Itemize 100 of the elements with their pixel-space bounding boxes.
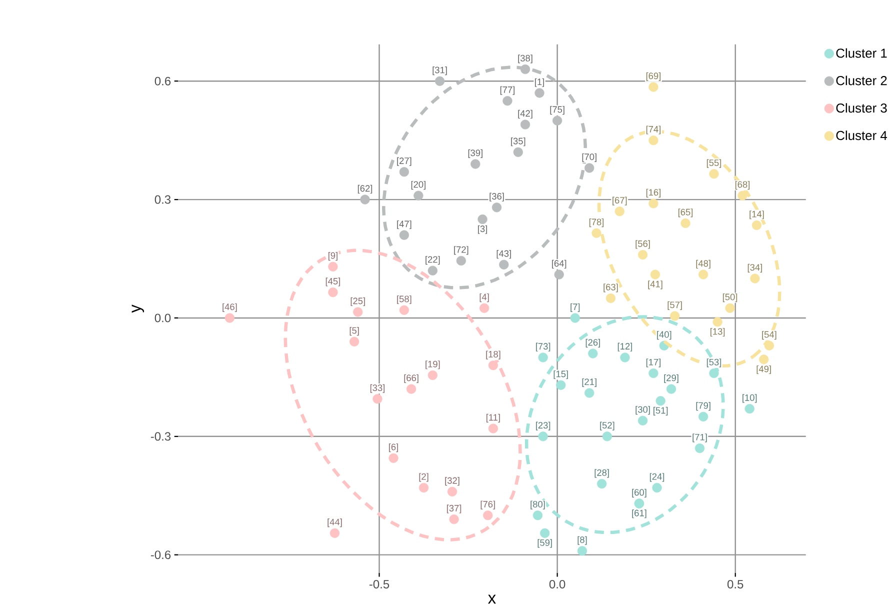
annotation: [2] <box>419 473 428 482</box>
annotation: [31] <box>432 66 447 76</box>
point <box>596 479 607 489</box>
legend-label: Cluster 2 <box>836 76 887 86</box>
point <box>399 230 409 240</box>
annotation: [47] <box>397 220 412 230</box>
annotation: [16] <box>646 189 660 198</box>
annotation: [26] <box>586 339 600 348</box>
annotation: [37] <box>446 504 462 514</box>
point <box>620 352 630 362</box>
point <box>614 206 624 216</box>
point <box>330 528 340 538</box>
annotation: [54] <box>762 331 776 340</box>
annotation: [77] <box>500 86 514 95</box>
point <box>709 169 719 179</box>
point <box>414 190 424 201</box>
point <box>372 394 382 404</box>
point <box>328 288 338 298</box>
legend-label: Cluster 4 <box>836 130 887 140</box>
annotation: [13] <box>710 328 725 337</box>
annotation: [71] <box>692 434 707 442</box>
annotation: [72] <box>454 246 468 255</box>
point <box>556 380 566 390</box>
annotation: [43] <box>496 250 511 259</box>
annotation: [14] <box>750 210 764 220</box>
point <box>540 528 550 538</box>
annotation: [51] <box>654 407 668 416</box>
annotation: [67] <box>612 196 627 206</box>
annotation: [65] <box>678 208 693 218</box>
point <box>554 270 564 280</box>
annotation: [22] <box>426 256 440 265</box>
annotation: [21] <box>582 378 596 388</box>
point <box>759 354 769 364</box>
annotation: [30] <box>636 406 650 415</box>
annotation: [63] <box>604 284 618 292</box>
annotation: [41] <box>648 280 662 290</box>
annotation: [79] <box>696 402 710 411</box>
point <box>648 136 658 146</box>
point <box>513 148 523 158</box>
point <box>418 483 429 493</box>
point <box>538 352 548 362</box>
annotation: [50] <box>722 294 738 302</box>
annotation: [9] <box>328 252 338 261</box>
point <box>584 163 594 173</box>
annotation: [17] <box>646 358 660 368</box>
annotation: [76] <box>480 500 495 510</box>
annotation: [62] <box>358 185 372 194</box>
annotation: [10] <box>742 394 757 403</box>
annotation: [64] <box>552 260 566 269</box>
point <box>488 424 498 434</box>
point <box>353 307 363 318</box>
x-tick-label: 0.0 <box>549 580 566 589</box>
y-tick-label: -0.6 <box>150 550 171 560</box>
point <box>328 262 338 272</box>
annotation: [3] <box>478 225 487 234</box>
annotation: [39] <box>468 150 482 158</box>
annotation: [45] <box>326 278 340 286</box>
annotation: [33] <box>370 384 385 394</box>
annotation: [55] <box>706 159 722 168</box>
point <box>638 250 648 260</box>
point <box>752 220 762 230</box>
annotation: [23] <box>536 422 550 431</box>
annotation: [46] <box>222 303 237 312</box>
annotation: [60] <box>632 489 646 498</box>
annotation: [20] <box>411 181 426 190</box>
point <box>750 274 760 284</box>
annotation: [52] <box>600 422 614 431</box>
point <box>698 412 708 422</box>
x-tick-label: -0.5 <box>369 580 390 589</box>
point <box>670 311 680 321</box>
annotation: [48] <box>696 260 710 269</box>
point <box>712 317 722 327</box>
x-tick-label: 0.5 <box>727 580 744 589</box>
y-tick-label: 0.3 <box>154 195 171 204</box>
point <box>428 266 438 276</box>
point <box>570 313 580 323</box>
point <box>499 260 509 270</box>
legend-label: Cluster 1 <box>836 48 887 58</box>
point <box>224 313 235 323</box>
point <box>592 228 602 238</box>
point <box>606 294 616 304</box>
annotation: [18] <box>486 350 500 360</box>
point <box>388 453 398 464</box>
annotation: [19] <box>426 360 440 370</box>
point <box>694 444 705 454</box>
point <box>648 368 658 378</box>
y-tick-label: 0.0 <box>154 314 171 322</box>
annotation: [70] <box>582 153 596 162</box>
annotation: [27] <box>397 157 412 166</box>
point <box>738 190 748 201</box>
y-tick-label: -0.3 <box>150 432 171 441</box>
annotation: [61] <box>632 510 646 518</box>
point <box>577 546 588 556</box>
annotation: [6] <box>389 444 398 452</box>
annotation: [12] <box>618 342 632 352</box>
annotation: [24] <box>650 473 664 482</box>
annotation: [49] <box>756 366 771 374</box>
point <box>602 432 612 442</box>
annotation: [7] <box>570 303 580 312</box>
point <box>470 159 480 169</box>
